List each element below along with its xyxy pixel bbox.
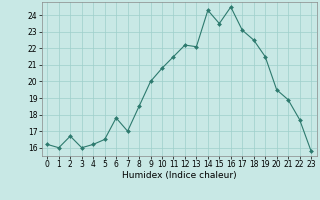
- X-axis label: Humidex (Indice chaleur): Humidex (Indice chaleur): [122, 171, 236, 180]
